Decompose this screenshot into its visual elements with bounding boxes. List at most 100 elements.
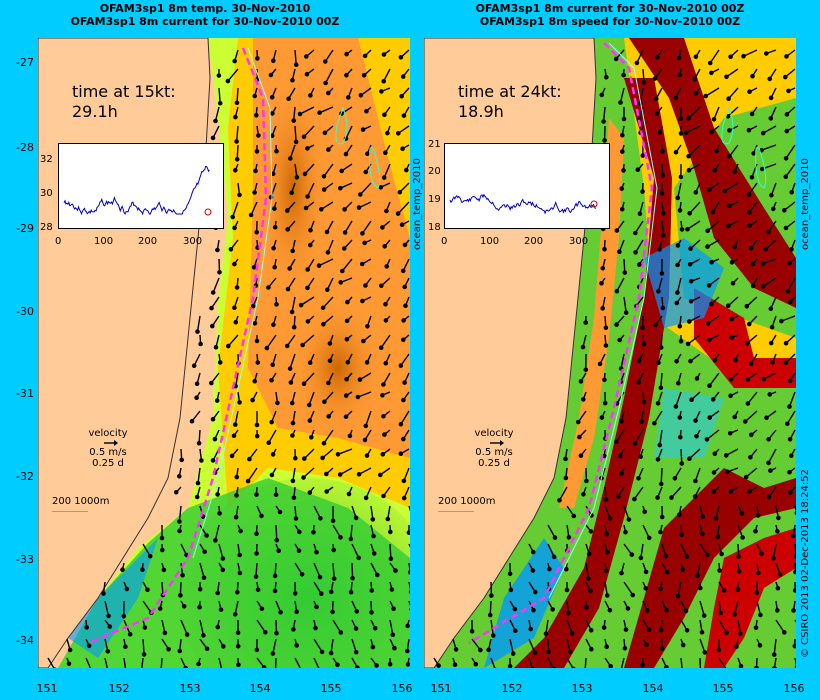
current-arrow-head <box>382 112 387 118</box>
right-map-panel[interactable] <box>424 38 796 668</box>
current-arrow <box>699 657 702 668</box>
current-arrow <box>383 163 391 178</box>
current-arrow-head <box>272 206 277 211</box>
current-arrow-head <box>210 458 216 463</box>
current-arrow-head <box>583 367 589 373</box>
current-arrow-head <box>344 72 349 78</box>
current-arrow-head <box>664 665 669 668</box>
current-arrow-head <box>701 613 707 618</box>
current-arrow-head <box>547 566 552 572</box>
current-arrow <box>345 125 353 139</box>
current-arrow <box>236 87 239 103</box>
current-arrow <box>300 296 315 306</box>
current-arrow-head <box>546 649 551 655</box>
current-arrow <box>236 144 239 160</box>
current-arrow-head <box>381 78 387 84</box>
current-arrow-head <box>530 549 536 555</box>
current-arrow-head <box>619 471 624 476</box>
ship-track <box>468 42 654 645</box>
current-arrow-head <box>712 167 718 173</box>
current-arrow-head <box>724 74 729 80</box>
current-arrow <box>620 353 625 369</box>
current-arrow-head <box>710 397 716 402</box>
current-arrow-head <box>707 60 713 66</box>
current-arrow-head <box>395 131 401 136</box>
current-arrow-head <box>202 549 207 555</box>
current-arrow-head <box>775 528 780 534</box>
left-time-caption: time at 15kt: <box>72 82 176 101</box>
current-arrow-head <box>374 572 380 578</box>
current-arrow <box>250 201 258 216</box>
current-arrow <box>359 182 372 195</box>
current-arrow-head <box>316 263 322 268</box>
current-arrow-head <box>402 380 407 385</box>
current-arrow-head <box>783 360 789 366</box>
current-arrow-head <box>361 73 367 78</box>
current-arrow-head <box>641 80 647 85</box>
current-arrow-head <box>305 285 310 291</box>
current-arrow <box>772 543 777 559</box>
current-arrow-head <box>213 344 219 350</box>
current-arrow-head <box>215 247 220 253</box>
current-arrow <box>324 49 334 62</box>
current-arrow-head <box>403 167 409 173</box>
current-arrow-head <box>551 554 557 560</box>
current-arrow-head <box>771 555 776 561</box>
current-arrow <box>620 657 625 668</box>
current-arrow-head <box>384 208 389 214</box>
current-arrow-head <box>658 627 664 633</box>
current-arrow-head <box>235 643 241 649</box>
current-arrow-head <box>216 73 222 78</box>
current-arrow-head <box>729 316 735 322</box>
current-arrow-head <box>364 360 370 365</box>
current-arrow-head <box>405 662 410 667</box>
current-arrow-head <box>760 283 766 289</box>
current-arrow-head <box>588 646 594 652</box>
current-arrow <box>687 220 701 230</box>
current-arrow-head <box>770 206 776 212</box>
current-arrow <box>313 562 321 578</box>
current-arrow-head <box>784 112 790 117</box>
current-arrow <box>528 638 536 653</box>
current-arrow-head <box>356 471 362 477</box>
current-arrow <box>85 657 92 668</box>
current-arrow-head <box>292 455 298 461</box>
current-arrow-head <box>658 529 663 535</box>
current-arrow <box>227 68 239 82</box>
current-arrow <box>341 258 353 272</box>
current-arrow-head <box>677 72 683 78</box>
current-arrow-head <box>734 644 739 650</box>
current-arrow-head <box>725 469 730 475</box>
current-arrow-head <box>210 135 216 141</box>
current-arrow-head <box>339 168 345 174</box>
current-arrow-head <box>392 645 397 651</box>
current-arrow-head <box>725 303 731 309</box>
current-arrow-head <box>277 509 283 515</box>
velocity-time: 0.25 d <box>92 458 124 469</box>
current-arrow-head <box>621 72 626 78</box>
left-map-panel[interactable] <box>38 38 410 668</box>
current-arrow-head <box>625 606 631 611</box>
current-arrow-head <box>603 568 609 574</box>
bathymetry-contour <box>335 106 381 189</box>
current-arrow-head <box>751 151 757 156</box>
current-arrow-head <box>530 568 536 573</box>
current-arrow <box>323 429 334 444</box>
current-arrow-head <box>311 529 316 535</box>
current-arrow-head <box>345 359 351 365</box>
current-arrow <box>657 277 663 292</box>
x-tick-label: 155 <box>320 682 342 695</box>
current-arrow-head <box>685 226 690 232</box>
current-arrow-head <box>210 290 216 295</box>
current-arrow-head <box>789 247 794 252</box>
current-arrow-head <box>328 650 334 656</box>
current-arrow-head <box>685 341 691 347</box>
current-arrow <box>218 657 223 668</box>
current-arrow-head <box>632 496 637 502</box>
current-arrow-head <box>357 192 363 197</box>
current-arrow-head <box>700 514 706 520</box>
current-arrow-head <box>732 612 738 617</box>
current-arrow <box>707 220 720 232</box>
current-arrow <box>330 638 334 654</box>
current-arrow-head <box>254 338 260 344</box>
